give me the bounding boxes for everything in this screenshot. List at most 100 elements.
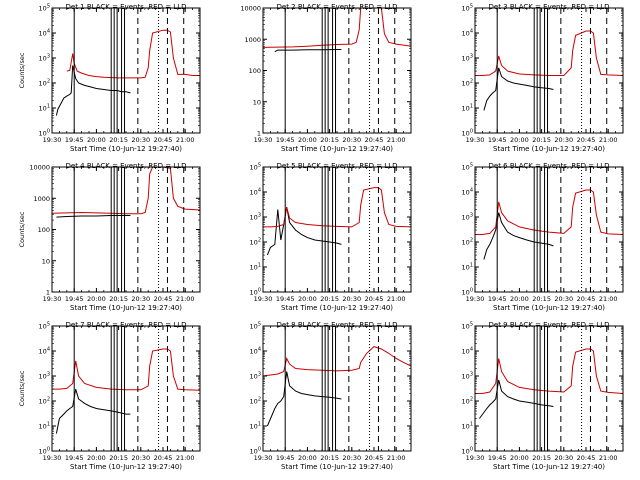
x-axis-label: Start Time (10-Jun-12 19:27:40) [70,145,182,153]
x-tick-label: 20:30 [342,295,361,303]
x-tick-label: 20:45 [577,454,596,462]
y-tick-label: 102 [462,79,473,88]
x-axis-label: Start Time (10-Jun-12 19:27:40) [493,304,605,312]
y-tick-label: 1000 [33,195,50,203]
panel-det-9: 19:30 19:45 20:00 20:15 20:30 20:45 21:00 100 10… [462,321,624,471]
panel-title: Det 8 BLACK = Events, RED = LLD [277,321,398,329]
series-lld-line [263,8,411,48]
panel-title: Det 1 BLACK = Events, RED = LLD [66,3,187,11]
y-tick-label: 1 [257,130,261,138]
plot-area [52,167,200,292]
x-tick-label: 19:30 [254,295,273,303]
plot-area [263,8,411,133]
x-tick-label: 21:00 [599,295,618,303]
series-events-line [483,212,554,260]
y-tick-label: 102 [39,79,50,88]
x-tick-label: 20:30 [131,295,150,303]
x-tick-label: 20:15 [532,454,551,462]
x-tick-label: 19:45 [276,454,295,462]
x-tick-label: 20:45 [365,295,384,303]
x-tick-label: 19:30 [254,454,273,462]
x-tick-label: 19:30 [466,295,485,303]
series-events-line [266,207,342,256]
y-tick-label: 101 [250,422,261,431]
x-tick-label: 20:00 [87,454,106,462]
x-tick-label: 21:00 [387,454,406,462]
plot-area [55,8,200,133]
x-axis-label: Start Time (10-Jun-12 19:27:40) [281,463,393,471]
panel-title: Det 2 BLACK = Events, RED = LLD [277,3,398,11]
x-tick-label: 19:30 [466,454,485,462]
y-tick-label: 100 [250,447,261,456]
panel-det-3: 19:30 19:45 20:00 20:15 20:30 20:45 21:00 100 10… [462,3,624,153]
x-axis-label: Start Time (10-Jun-12 19:27:40) [493,463,605,471]
x-tick-label: 20:30 [131,454,150,462]
y-axis-label: Counts/sec [18,370,26,406]
plot-area [263,326,411,451]
x-tick-label: 20:00 [87,136,106,144]
x-tick-label: 21:00 [176,136,195,144]
y-tick-label: 103 [39,372,50,381]
y-tick-label: 101 [39,422,50,431]
y-tick-label: 103 [250,213,261,222]
y-tick-label: 101 [462,422,473,431]
y-tick-label: 104 [462,29,473,38]
y-tick-label: 102 [250,238,261,247]
y-tick-label: 10 [42,257,50,265]
x-tick-label: 19:45 [65,136,84,144]
y-tick-label: 100 [38,226,50,234]
x-tick-label: 20:45 [154,454,173,462]
y-tick-label: 101 [250,263,261,272]
panel-title: Det 6 BLACK = Events, RED = LLD [489,162,610,170]
series-lld-line [263,346,411,377]
x-tick-label: 20:30 [554,295,573,303]
panel-det-8: 19:30 19:45 20:00 20:15 20:30 20:45 21:00 100 10… [250,321,412,471]
x-tick-label: 19:45 [276,295,295,303]
plot-area [52,326,200,451]
y-tick-label: 105 [462,4,473,13]
x-tick-label: 20:15 [109,454,128,462]
x-tick-label: 20:30 [342,136,361,144]
x-tick-label: 20:30 [131,136,150,144]
y-axis-label: Counts/sec [18,52,26,88]
y-tick-label: 10000 [29,164,50,172]
y-tick-label: 100 [249,67,261,75]
x-tick-label: 20:00 [87,295,106,303]
x-tick-label: 21:00 [387,136,406,144]
y-tick-label: 103 [39,54,50,63]
x-tick-label: 20:45 [154,295,173,303]
x-tick-label: 19:45 [276,136,295,144]
x-tick-label: 20:00 [510,454,529,462]
x-tick-label: 20:45 [577,136,596,144]
x-tick-label: 20:30 [342,454,361,462]
x-tick-label: 19:45 [488,454,507,462]
x-tick-label: 20:15 [320,136,339,144]
y-tick-label: 104 [462,188,473,197]
y-tick-label: 102 [462,238,473,247]
x-tick-label: 20:15 [320,295,339,303]
x-axis-label: Start Time (10-Jun-12 19:27:40) [70,304,182,312]
x-tick-label: 21:00 [599,454,618,462]
x-tick-label: 20:45 [365,136,384,144]
y-axis-label: Counts/sec [18,211,26,247]
x-tick-label: 20:45 [365,454,384,462]
y-tick-label: 105 [39,322,50,331]
series-lld-line [66,29,200,79]
y-tick-label: 102 [250,397,261,406]
x-axis-label: Start Time (10-Jun-12 19:27:40) [281,304,393,312]
y-tick-label: 103 [462,372,473,381]
x-tick-label: 20:00 [510,136,529,144]
x-tick-label: 19:45 [65,295,84,303]
y-tick-label: 101 [462,104,473,113]
y-tick-label: 100 [462,447,473,456]
y-tick-label: 104 [250,347,261,356]
y-tick-label: 100 [462,288,473,297]
series-events-line [55,65,131,116]
y-tick-label: 100 [39,447,50,456]
panel-det-6: 19:30 19:45 20:00 20:15 20:30 20:45 21:00 100 10… [462,162,624,312]
x-tick-label: 19:30 [43,454,62,462]
y-tick-label: 105 [462,163,473,172]
x-tick-label: 19:30 [254,136,273,144]
x-tick-label: 21:00 [387,295,406,303]
